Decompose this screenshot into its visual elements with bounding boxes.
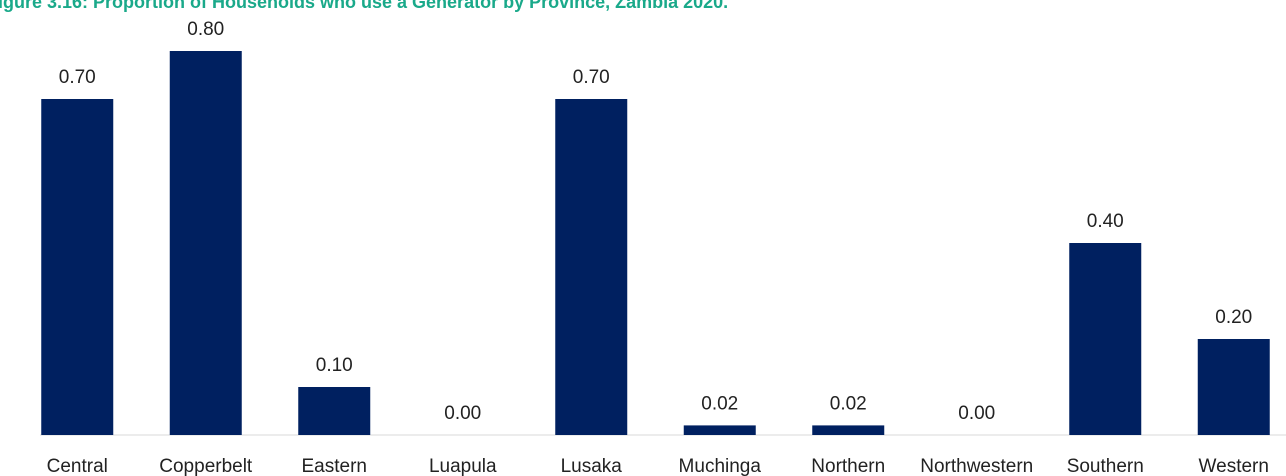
x-tick-label: Western: [1199, 456, 1269, 476]
bar: [1069, 243, 1142, 435]
bar: [812, 425, 885, 435]
x-tick-label: Copperbelt: [159, 456, 253, 476]
bar: [555, 99, 628, 435]
value-label: 0.20: [1215, 307, 1252, 328]
value-label: 0.00: [444, 403, 481, 424]
bar: [298, 387, 371, 435]
x-tick-label: Northern: [811, 456, 885, 476]
bar: [169, 51, 242, 435]
bar: [1197, 339, 1270, 435]
value-label: 0.10: [316, 355, 353, 376]
chart-title: igure 3.16: Proportion of Households who…: [0, 0, 728, 12]
bar: [683, 425, 756, 435]
value-label: 0.40: [1087, 211, 1124, 232]
x-tick-label: Luapula: [429, 456, 497, 476]
value-label: 0.80: [187, 19, 224, 40]
x-tick-label: Southern: [1067, 456, 1144, 476]
value-label: 0.70: [573, 67, 610, 88]
value-label: 0.02: [701, 393, 738, 414]
x-tick-label: Northwestern: [920, 456, 1033, 476]
value-label: 0.02: [830, 393, 867, 414]
bar: [41, 99, 114, 435]
x-tick-label: Central: [47, 456, 108, 476]
x-tick-label: Lusaka: [561, 456, 623, 476]
x-tick-label: Eastern: [302, 456, 367, 476]
x-tick-label: Muchinga: [679, 456, 762, 476]
value-label: 0.70: [59, 67, 96, 88]
value-label: 0.00: [958, 403, 995, 424]
